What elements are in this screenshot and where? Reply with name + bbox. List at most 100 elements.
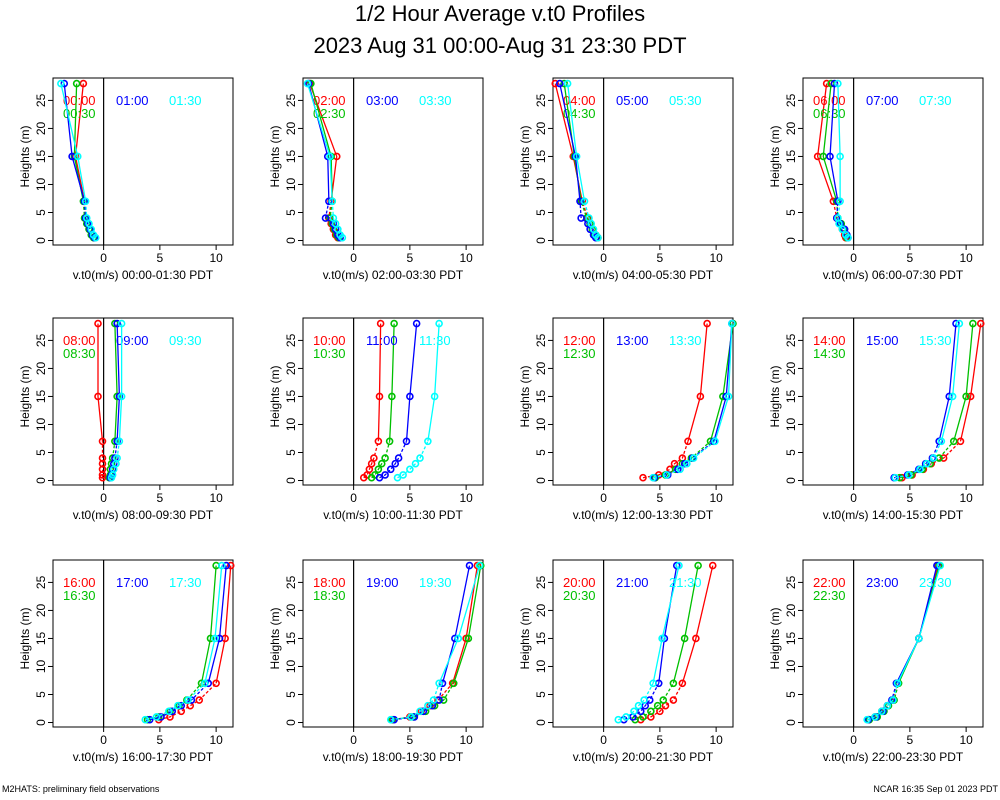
series-line-upper <box>97 323 104 442</box>
legend-label: 00:00 <box>63 93 96 108</box>
panel-frame <box>52 317 234 486</box>
series-line-lower <box>397 441 429 479</box>
y-axis-label: Heights (m) <box>268 607 282 669</box>
series-0400: 04:00 <box>551 79 602 242</box>
x-tick-label: 5 <box>907 251 914 265</box>
y-tick-label: 10 <box>284 659 298 673</box>
data-point <box>424 437 432 446</box>
data-point <box>916 465 924 474</box>
y-tick-label: 0 <box>534 719 548 726</box>
series-line-upper <box>427 323 440 442</box>
legend-label: 03:30 <box>419 93 452 108</box>
y-tick-label: 20 <box>534 603 548 617</box>
legend-label: 03:00 <box>366 93 399 108</box>
y-tick-label: 0 <box>34 719 48 726</box>
legend-label: 05:00 <box>616 93 649 108</box>
y-tick-label: 0 <box>784 237 798 244</box>
data-point <box>836 152 844 161</box>
y-tick-label: 20 <box>34 121 48 135</box>
legend-label: 01:30 <box>169 93 202 108</box>
data-point <box>883 701 892 710</box>
legend-label: 15:00 <box>866 333 899 348</box>
data-point <box>966 392 975 401</box>
data-point <box>435 319 443 328</box>
data-point <box>871 713 879 721</box>
y-tick-label: 20 <box>34 361 48 375</box>
data-point <box>728 319 736 328</box>
data-point <box>424 701 432 710</box>
y-tick-label: 10 <box>534 659 548 673</box>
data-point <box>830 79 839 88</box>
data-point <box>580 197 589 206</box>
legend-label: 10:30 <box>313 346 346 361</box>
y-axis-label: Heights (m) <box>768 125 782 187</box>
series-line-upper <box>405 323 418 442</box>
x-axis-label: v.t0(m/s) 12:00-13:30 PDT <box>573 508 714 522</box>
x-tick-label: 0 <box>850 251 857 265</box>
panel-frame <box>302 77 484 246</box>
data-point <box>94 392 102 401</box>
data-point <box>429 696 438 704</box>
x-tick-label: 0 <box>850 491 857 505</box>
data-point <box>141 715 150 724</box>
data-point <box>634 701 643 710</box>
data-point <box>165 707 173 716</box>
y-tick-label: 15 <box>284 389 298 403</box>
x-axis-label: v.t0(m/s) 00:00-01:30 PDT <box>73 268 214 282</box>
y-tick-label: 10 <box>534 417 548 431</box>
data-point <box>551 79 560 88</box>
y-tick-label: 5 <box>534 209 548 216</box>
y-tick-label: 20 <box>784 603 798 617</box>
x-tick-label: 0 <box>350 251 357 265</box>
data-point <box>385 437 394 446</box>
data-point <box>653 701 662 710</box>
panel-frame <box>52 559 234 728</box>
x-axis-label: v.t0(m/s) 14:00-15:30 PDT <box>823 508 964 522</box>
data-point <box>692 634 700 643</box>
data-point <box>939 454 948 462</box>
legend-label: 07:00 <box>866 93 899 108</box>
y-tick-label: 10 <box>784 659 798 673</box>
data-point <box>572 152 581 161</box>
series-line-upper <box>215 565 232 684</box>
data-point <box>381 471 389 479</box>
data-point <box>904 471 913 479</box>
data-point <box>329 214 338 222</box>
y-tick-label: 15 <box>34 389 48 403</box>
series-2000: 20:00 <box>563 561 717 724</box>
series-line-upper <box>714 323 733 442</box>
data-point <box>922 459 931 468</box>
data-point <box>174 701 182 710</box>
x-tick-label: 10 <box>209 733 223 747</box>
y-axis-label: Heights (m) <box>518 365 532 427</box>
data-point <box>377 459 386 468</box>
y-tick-label: 25 <box>34 575 48 589</box>
panel-frame <box>552 77 734 246</box>
data-point <box>937 437 946 446</box>
legend-label: 08:30 <box>63 346 96 361</box>
series-line-upper <box>452 565 479 684</box>
series-line-upper <box>829 83 839 202</box>
data-point <box>834 79 842 88</box>
data-point <box>406 465 414 474</box>
legend-label: 21:00 <box>616 575 649 590</box>
series-0730: 07:30 <box>834 79 952 242</box>
y-tick-label: 5 <box>34 209 48 216</box>
data-point <box>962 392 970 401</box>
y-tick-label: 5 <box>784 691 798 698</box>
legend-label: 11:00 <box>366 333 398 348</box>
data-point <box>201 679 209 688</box>
panel-frame <box>302 317 484 486</box>
series-line-upper <box>204 565 223 684</box>
data-point <box>57 79 65 88</box>
data-point <box>222 561 231 570</box>
data-point <box>393 473 402 482</box>
data-point <box>374 465 383 474</box>
data-point <box>226 561 235 570</box>
panel-frame <box>802 559 984 728</box>
data-point <box>676 465 684 474</box>
data-point <box>374 437 383 446</box>
data-point <box>622 713 630 721</box>
data-point <box>563 79 572 88</box>
